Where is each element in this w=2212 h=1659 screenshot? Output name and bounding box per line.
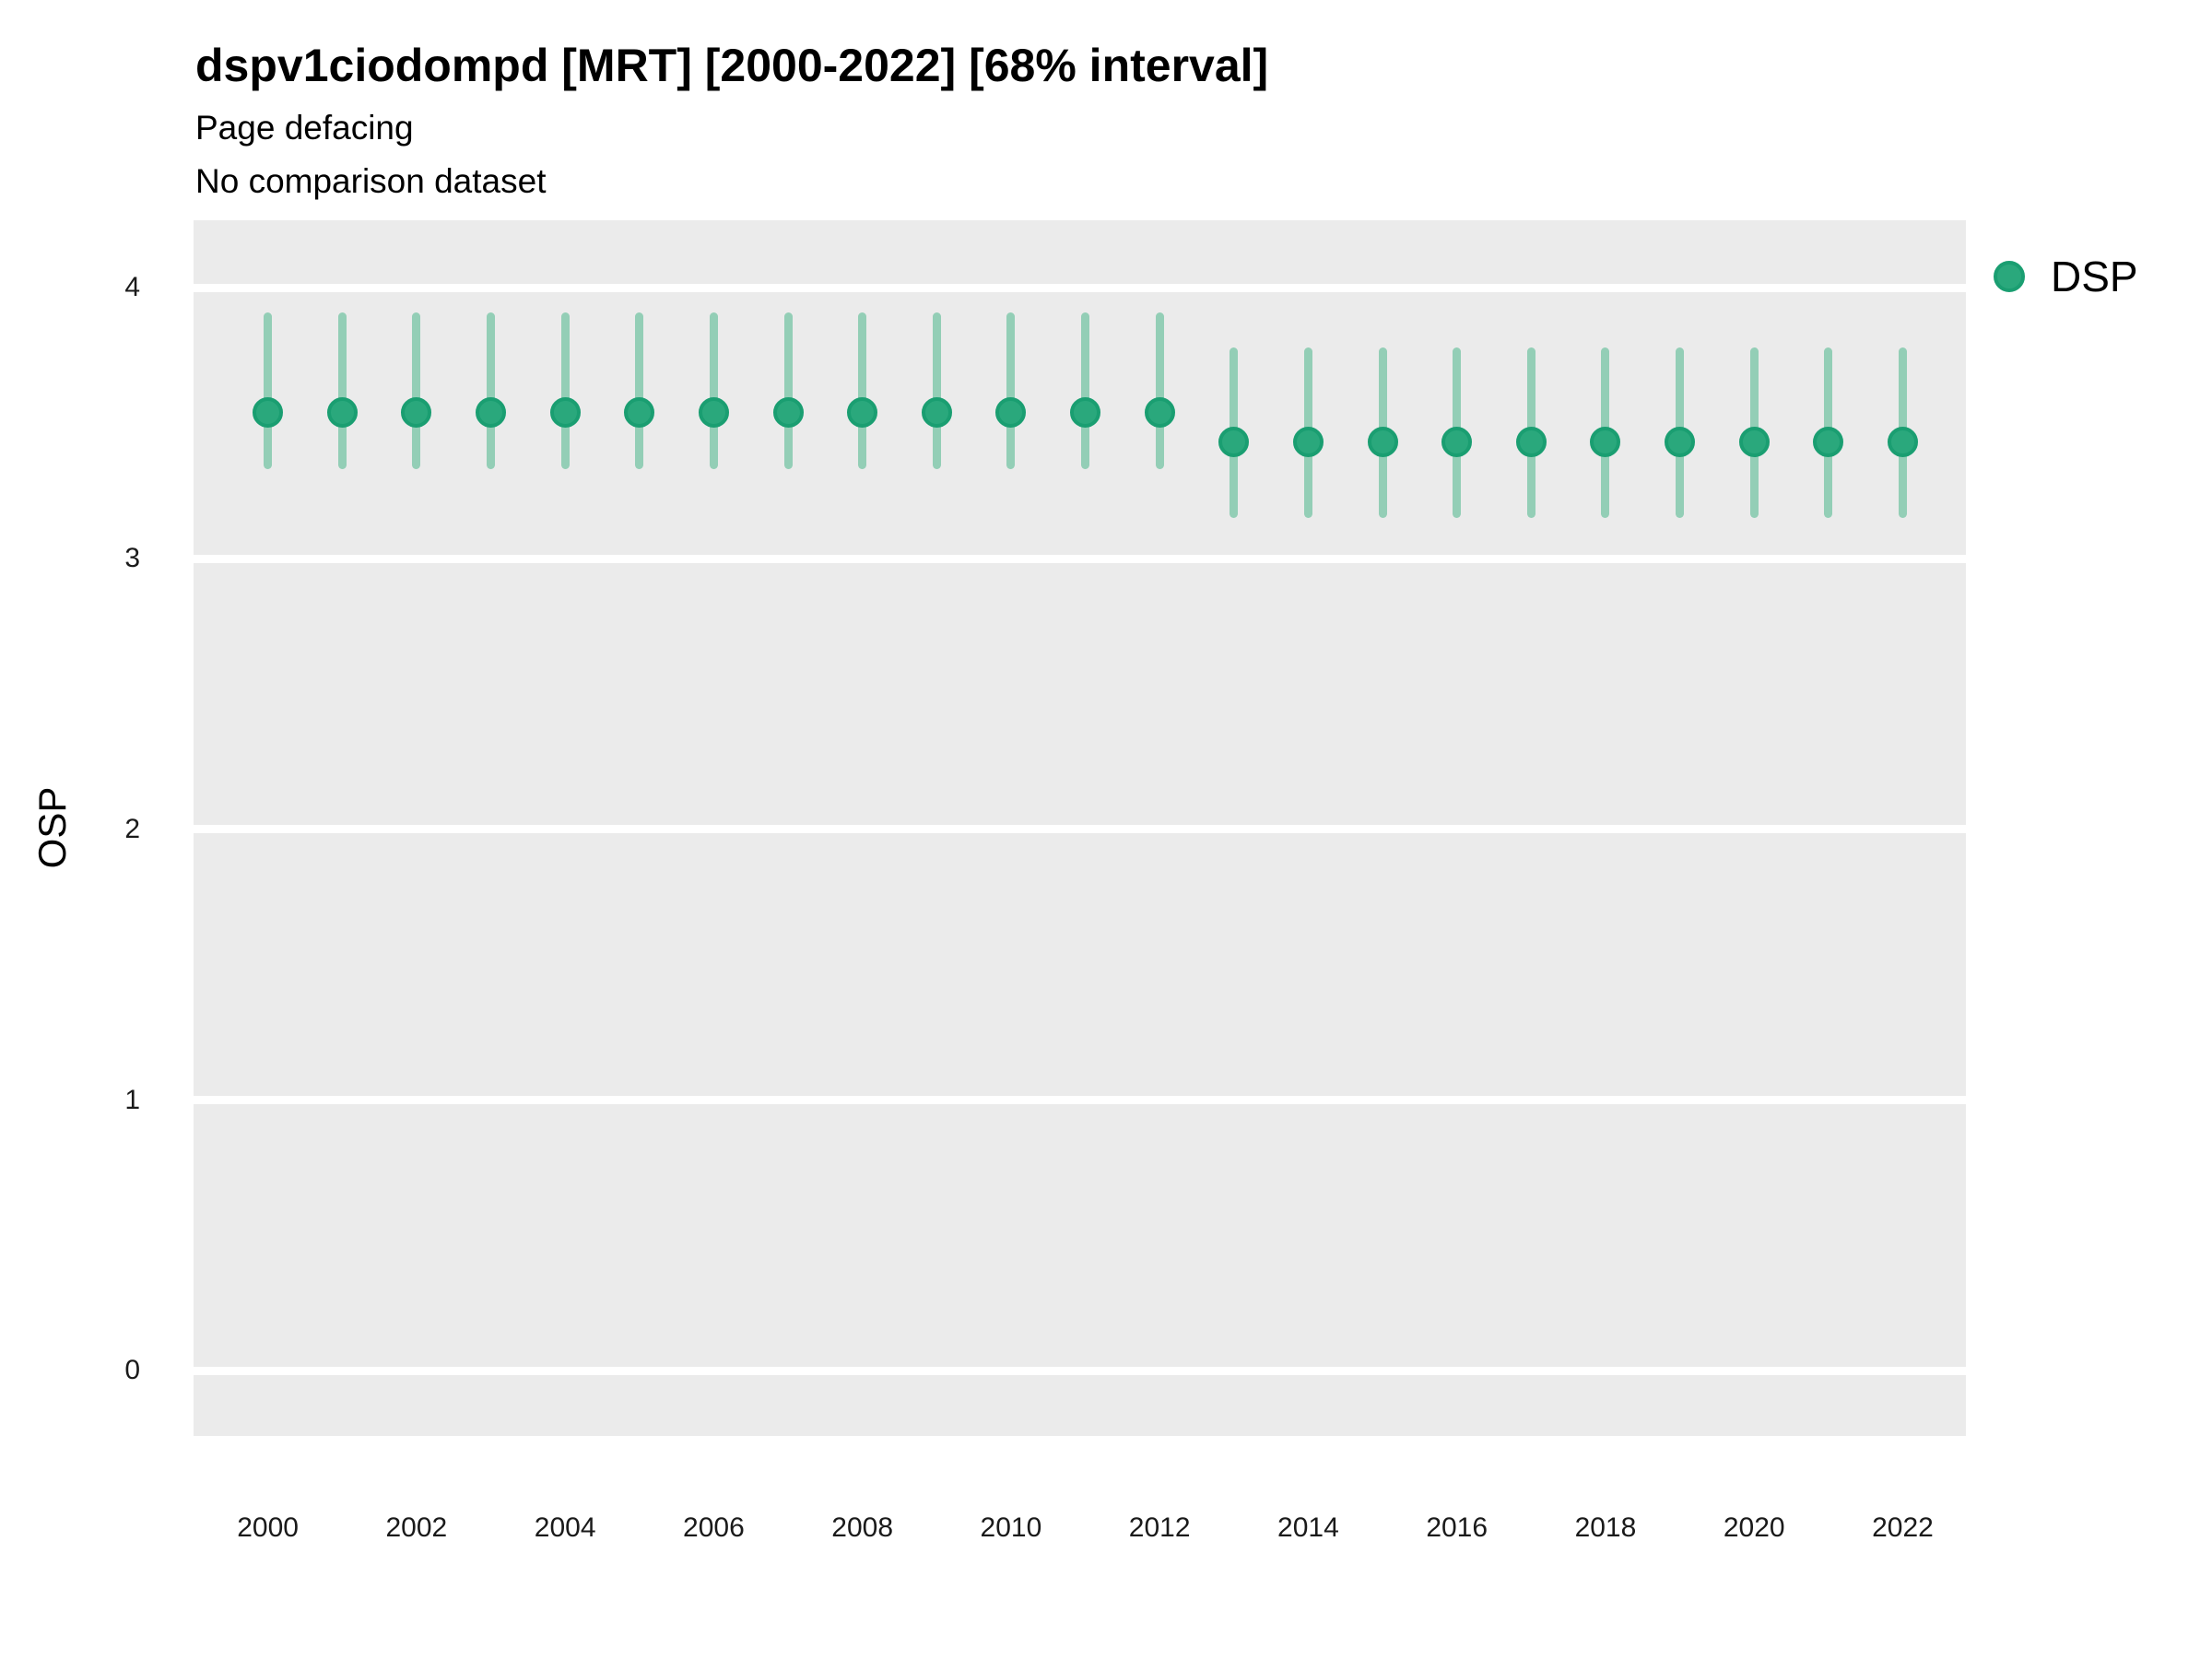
legend-label: DSP (2051, 253, 2138, 300)
data-point-2003 (476, 397, 507, 429)
data-point-2020 (1738, 427, 1770, 458)
error-bar-2007 (783, 312, 793, 470)
y-tick-label-4: 4 (124, 272, 140, 303)
data-point-2011 (1070, 397, 1101, 429)
legend-marker-icon (1994, 261, 2025, 292)
y-tick-label-2: 2 (124, 813, 140, 844)
x-tick-label-2018: 2018 (1574, 1512, 1637, 1543)
data-point-2004 (549, 397, 581, 429)
error-bar-2009 (932, 312, 941, 470)
data-point-2019 (1665, 427, 1696, 458)
x-tick-label-2022: 2022 (1872, 1512, 1934, 1543)
x-tick-label-2000: 2000 (237, 1512, 299, 1543)
data-point-2005 (624, 397, 655, 429)
x-tick-label-2012: 2012 (1128, 1512, 1191, 1543)
gridline-y-3 (194, 554, 1966, 563)
chart-title: dspv1ciodompd [MRT] [2000-2022] [68% int… (195, 40, 1269, 91)
data-point-2018 (1590, 427, 1621, 458)
gridline-y-2 (194, 825, 1966, 834)
error-bar-2003 (487, 312, 496, 470)
gridline-y-1 (194, 1096, 1966, 1105)
data-point-2013 (1218, 427, 1250, 458)
data-point-2006 (698, 397, 729, 429)
error-bar-2000 (264, 312, 273, 470)
data-point-2015 (1367, 427, 1398, 458)
y-tick-label-0: 0 (124, 1355, 140, 1386)
data-point-2016 (1441, 427, 1473, 458)
data-point-2010 (995, 397, 1027, 429)
plot-panel (194, 220, 1966, 1436)
y-tick-label-3: 3 (124, 543, 140, 574)
error-bar-2008 (858, 312, 867, 470)
chart-subtitle: Page defacing (195, 109, 414, 147)
legend: DSP (1994, 253, 2138, 300)
error-bar-2011 (1081, 312, 1090, 470)
x-tick-label-2010: 2010 (980, 1512, 1042, 1543)
data-point-2012 (1144, 397, 1175, 429)
data-point-2001 (326, 397, 358, 429)
x-tick-label-2016: 2016 (1426, 1512, 1488, 1543)
error-bar-2006 (709, 312, 718, 470)
gridline-y-0 (194, 1366, 1966, 1375)
x-tick-label-2008: 2008 (831, 1512, 894, 1543)
error-bar-2005 (635, 312, 644, 470)
error-bar-2010 (1006, 312, 1016, 470)
error-bar-2001 (337, 312, 347, 470)
x-tick-label-2002: 2002 (385, 1512, 448, 1543)
data-point-2021 (1813, 427, 1844, 458)
x-tick-label-2020: 2020 (1723, 1512, 1785, 1543)
data-point-2008 (847, 397, 878, 429)
y-tick-label-1: 1 (124, 1084, 140, 1115)
data-point-2014 (1292, 427, 1324, 458)
x-tick-label-2014: 2014 (1277, 1512, 1339, 1543)
data-point-2022 (1887, 427, 1918, 458)
data-point-2002 (401, 397, 432, 429)
error-bar-2002 (412, 312, 421, 470)
data-point-2007 (772, 397, 804, 429)
data-point-2000 (253, 397, 284, 429)
chart-note: No comparison dataset (195, 162, 547, 200)
error-bar-2012 (1155, 312, 1164, 470)
y-axis-title: OSP (30, 786, 74, 869)
data-point-2009 (921, 397, 952, 429)
x-tick-label-2006: 2006 (683, 1512, 745, 1543)
data-point-2017 (1515, 427, 1547, 458)
x-tick-label-2004: 2004 (534, 1512, 596, 1543)
error-bar-2004 (560, 312, 570, 470)
gridline-y-4 (194, 283, 1966, 292)
